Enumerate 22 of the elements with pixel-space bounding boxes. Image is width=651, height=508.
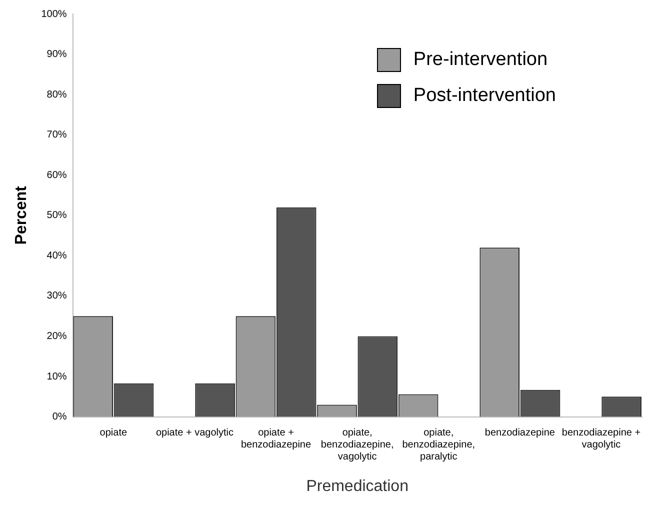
y-tick-label: 50%: [46, 210, 67, 222]
x-tick-label: opiate: [100, 428, 128, 439]
x-tick-label: benzodiazepine: [484, 428, 556, 439]
y-tick-label: 100%: [41, 8, 67, 20]
x-tick-label: opiate, benzodiazepine, vagolytic: [320, 428, 394, 463]
x-tick-label: opiate, benzodiazepine, paralytic: [402, 428, 476, 463]
x-tick-label: opiate + vagolytic: [156, 428, 234, 439]
x-tick-label: opiate + benzodiazepine: [241, 428, 312, 451]
y-tick-label: 90%: [46, 49, 67, 60]
y-tick-label: 80%: [46, 89, 67, 100]
y-tick-label: 40%: [46, 250, 67, 262]
y-tick-label: 70%: [46, 130, 67, 141]
x-tick-label: benzodiazepine + vagolytic: [562, 428, 641, 451]
y-tick-label: 10%: [46, 371, 67, 382]
y-axis-title: Percent: [13, 185, 30, 245]
y-tick-label: 30%: [46, 290, 67, 302]
y-tick-label: 60%: [46, 170, 67, 181]
legend-label: Pre-intervention: [413, 49, 548, 71]
x-axis-title: Premedication: [306, 478, 408, 495]
y-tick-label: 0%: [52, 412, 67, 423]
legend-label: Post-intervention: [413, 85, 556, 107]
y-tick-label: 20%: [46, 330, 67, 342]
